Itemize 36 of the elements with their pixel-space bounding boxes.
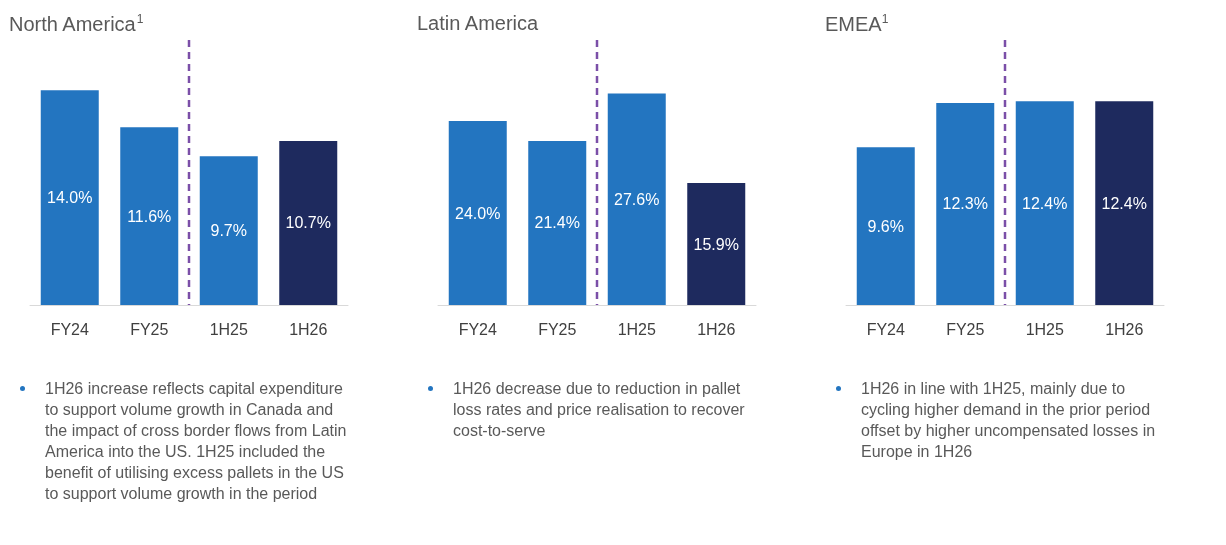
data-label: 15.9% xyxy=(693,235,739,253)
data-label: 21.4% xyxy=(534,214,580,232)
x-tick-label: 1H25 xyxy=(617,320,656,338)
bar xyxy=(528,140,587,305)
data-label: 11.6% xyxy=(127,207,172,225)
text: 1H26 in line with 1H25, mainly due to cycling higher demand in the prior period offset by higher uncompensated losses in Europe in 1H26 xyxy=(861,379,1157,462)
x-tick-label: FY25 xyxy=(946,320,985,338)
data-label: 12.3% xyxy=(942,195,988,213)
data-label: 24.0% xyxy=(455,204,501,222)
x-tick-label: FY24 xyxy=(866,320,905,338)
text: 1H26 decrease due to reduction in pallet loss rates and price realisation to recover cost-to-serve xyxy=(453,379,746,441)
data-label: 9.6% xyxy=(867,217,904,235)
bar xyxy=(199,156,258,305)
x-tick-label: 1H25 xyxy=(1025,320,1064,338)
data-label: 10.7% xyxy=(285,214,331,232)
data-label: 12.4% xyxy=(1101,194,1147,212)
data-label: 14.0% xyxy=(47,189,93,207)
x-tick-label: FY25 xyxy=(130,320,169,338)
bar xyxy=(448,121,507,305)
chart-title: Latin America xyxy=(417,12,540,34)
x-tick-label: FY25 xyxy=(538,320,577,338)
x-tick-label: 1H26 xyxy=(697,320,736,338)
x-tick-label: FY24 xyxy=(458,320,497,338)
bar xyxy=(279,140,338,305)
text: 1H26 increase reflects capital expenditure to support volume growth in Canada and the impact of cross border flows from Latin America into the US. 1H25 included the benefit of utilising excess pallets in the US to support volume growth in the period xyxy=(45,379,348,504)
x-tick-label: 1H26 xyxy=(289,320,328,338)
bar xyxy=(40,90,99,305)
x-tick-label: 1H26 xyxy=(1105,320,1144,338)
data-label: 27.6% xyxy=(614,190,660,208)
x-tick-label: FY24 xyxy=(50,320,89,338)
bar xyxy=(120,127,179,305)
data-label: 9.7% xyxy=(210,222,247,240)
x-tick-label: 1H25 xyxy=(209,320,248,338)
bar xyxy=(607,93,666,305)
bar xyxy=(687,183,746,305)
data-label: 12.4% xyxy=(1022,194,1068,212)
